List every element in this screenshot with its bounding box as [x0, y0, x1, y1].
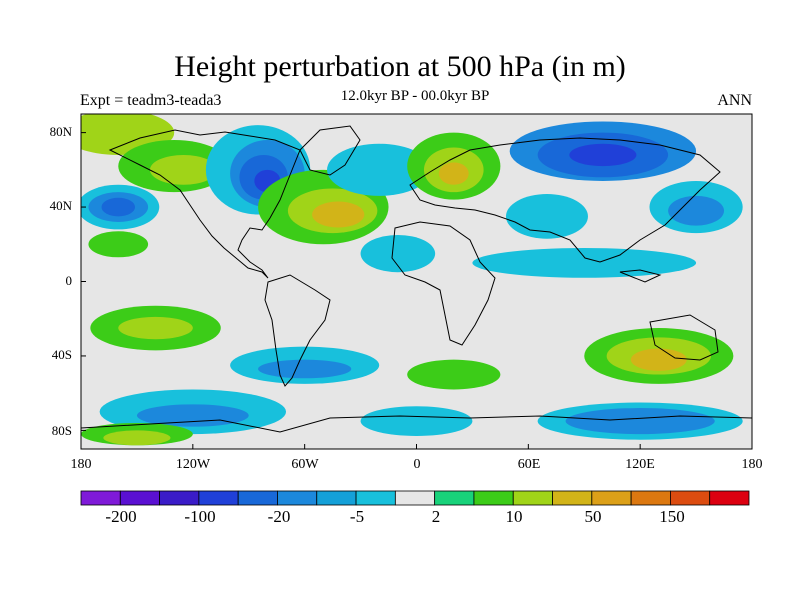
colorbar-swatch-10: [473, 490, 514, 506]
coastline-eurasia: [409, 137, 721, 263]
coastline-australia: [649, 314, 719, 361]
contour-region-17: [438, 162, 469, 185]
contour-region-2: [149, 154, 218, 185]
axis-ticks: [80, 132, 753, 449]
contour-region-27: [118, 316, 193, 340]
colorbar-swatch-9: [434, 490, 475, 506]
colorbar-swatch-3: [198, 490, 239, 506]
colorbar-swatch-6: [316, 490, 357, 506]
lon-label-60w: 60W: [291, 457, 319, 472]
coastline-greenland: [299, 125, 361, 176]
lon-label-180w: 180: [70, 457, 92, 472]
contour-regions: [81, 114, 743, 446]
coastline-south-america: [264, 274, 331, 387]
contour-field: [81, 114, 752, 449]
colorbar-swatch-15: [670, 490, 711, 506]
contour-region-23: [505, 194, 588, 239]
colorbar-label-minus-20: -20: [267, 507, 291, 526]
colorbar-label-minus-100: -100: [184, 507, 216, 526]
page-title: Height perturbation at 500 hPa (in m): [174, 50, 626, 83]
lat-label-0: 0: [65, 273, 73, 288]
contour-region-13: [88, 231, 149, 258]
contour-region-22: [668, 195, 725, 226]
colorbar-swatch-11: [512, 490, 553, 506]
contour-region-20: [569, 143, 637, 167]
colorbar-label-10: 10: [505, 507, 523, 526]
coastlines: [81, 125, 752, 433]
colorbar-swatch-13: [591, 490, 632, 506]
colorbar-swatch-8: [394, 490, 436, 506]
coastline-africa: [391, 221, 496, 346]
contour-region-38: [360, 406, 473, 436]
contour-region-40: [103, 430, 171, 446]
lon-label-180e: 180: [741, 457, 763, 472]
colorbar-label-minus-200: -200: [105, 507, 137, 526]
lat-label-80n: 80N: [49, 124, 72, 139]
lat-label-40n: 40N: [49, 198, 72, 213]
lat-label-80s: 80S: [51, 423, 72, 438]
contour-region-37: [565, 408, 715, 435]
colorbar-swatch-5: [277, 490, 318, 506]
contour-region-14: [327, 143, 432, 196]
coastline-indonesia: [619, 269, 662, 283]
season-label: ANN: [717, 92, 752, 109]
experiment-label: Expt = teadm3-teada3: [80, 92, 222, 109]
colorbar-swatch-16: [709, 490, 750, 506]
lon-label-120e: 120E: [625, 457, 655, 472]
colorbar-swatch-1: [119, 490, 160, 506]
colorbar-swatch-12: [552, 490, 593, 506]
colorbar-swatch-14: [630, 490, 671, 506]
coastline-antarctica: [81, 415, 752, 433]
plot-subtitle: 12.0kyr BP - 00.0kyr BP: [340, 88, 490, 104]
colorbar-swatch-2: [159, 490, 200, 506]
contour-region-30: [407, 359, 501, 390]
contour-region-24: [360, 234, 436, 273]
colorbar: [80, 490, 750, 506]
contour-region-9: [312, 201, 365, 228]
contour-region-29: [258, 359, 352, 379]
colorbar-label-minus-5: -5: [349, 507, 365, 526]
colorbar-label-50: 50: [584, 507, 602, 526]
lon-label-60e: 60E: [517, 457, 541, 472]
colorbar-swatch-4: [237, 490, 278, 506]
lat-label-40s: 40S: [51, 347, 72, 362]
colorbar-swatch-7: [355, 490, 396, 506]
lon-label-0: 0: [413, 457, 421, 472]
coastline-north-america: [108, 129, 301, 279]
contour-region-12: [101, 197, 136, 217]
contour-region-33: [630, 348, 687, 371]
contour-region-35: [136, 404, 249, 427]
lon-label-120w: 120W: [175, 457, 211, 472]
colorbar-label-150: 150: [659, 507, 685, 526]
colorbar-swatch-0: [80, 490, 121, 506]
colorbar-label-2: 2: [431, 507, 441, 526]
contour-region-25: [472, 248, 697, 278]
